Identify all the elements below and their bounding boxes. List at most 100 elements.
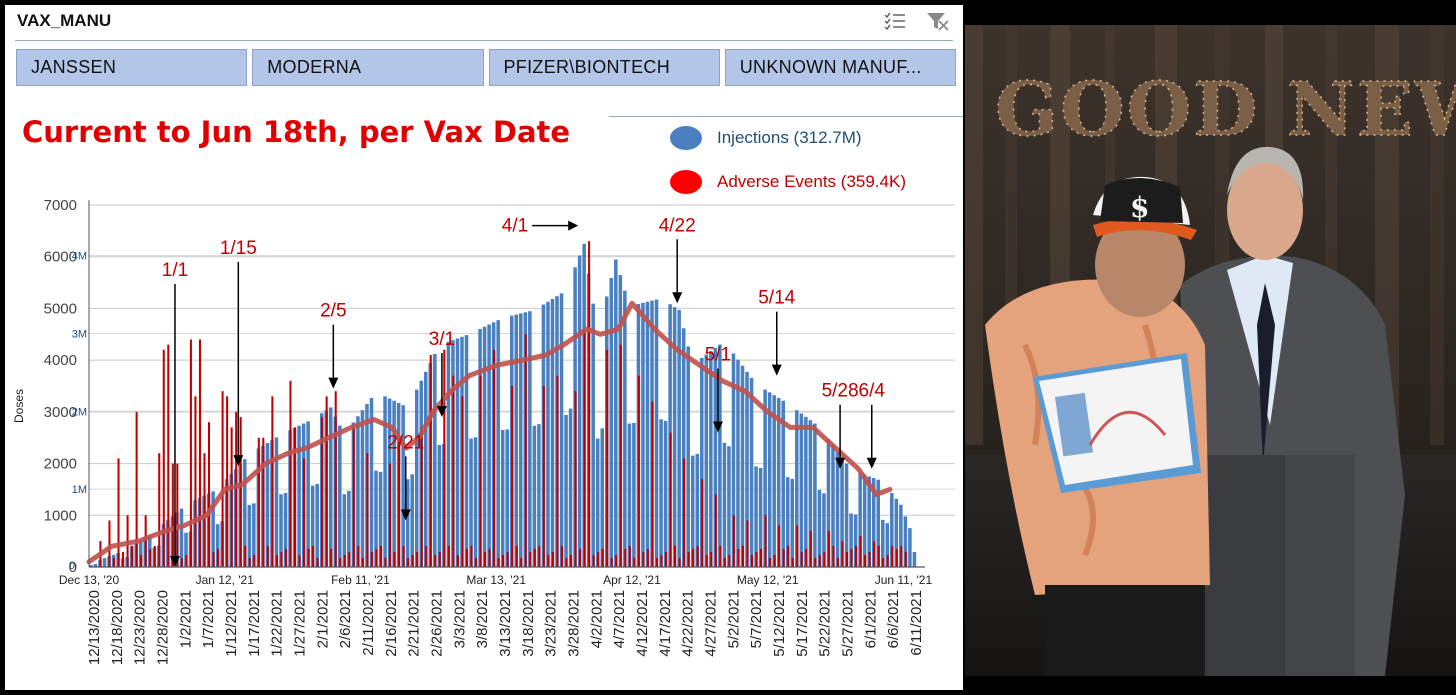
adverse-event-bar [248,557,251,567]
adverse-event-bar [506,551,509,567]
adverse-event-bar [674,545,677,567]
adverse-event-bar [488,548,491,567]
adverse-event-bar [293,427,296,567]
adverse-event-bar [398,437,401,567]
adverse-event-bar [379,545,382,567]
annotation-label: 4/1 [502,216,528,237]
injection-bar [179,508,184,567]
injection-bar [772,395,776,567]
legend-adverse-events[interactable]: Adverse Events (359.4K) [670,170,906,194]
slicer-button-janssen[interactable]: JANSSEN [16,49,248,86]
injection-bar [464,335,469,567]
adverse-event-bar [873,541,876,567]
injection-bar [632,422,636,567]
injection-bar [537,424,541,567]
injection-bar [758,467,763,567]
injection-bar [356,416,360,567]
y-tick-label: 3000 [44,404,77,421]
injection-bar [795,410,799,567]
adverse-event-bar [628,545,631,567]
adverse-event-bar [524,334,527,567]
adverse-event-bar [189,339,192,567]
adverse-event-bar [583,329,586,567]
adverse-event-bar [438,551,441,567]
injection-bar [623,290,627,567]
injection-bar [871,478,876,567]
x-tick-label: 3/13/2021 [497,590,514,657]
injection-bar [867,476,871,567]
legend-adverse-events-label: Adverse Events (359.4K) [717,172,906,191]
injection-bar [437,444,442,567]
legend-injections[interactable]: Injections (312.7M) [670,126,862,150]
adverse-event-bar [592,554,595,567]
date-axis-label: Jun 11, '21 [875,573,933,587]
adverse-event-bar [483,551,487,567]
injection-bar [663,420,668,567]
injection-bar [252,503,256,567]
annotation-arrowhead [866,457,877,469]
adverse-event-bar [759,548,763,567]
injection-bar [564,414,568,567]
adverse-event-bar [112,557,116,567]
injection-bar [446,341,451,567]
adverse-event-bar [882,557,885,567]
adverse-event-bar [868,551,871,567]
injection-bar [731,353,736,567]
adverse-event-bar [461,396,464,567]
adverse-event-bar [565,557,568,567]
x-tick-label: 6/1/2021 [862,590,879,648]
adverse-event-bar [361,557,364,567]
injection-bar [482,326,487,567]
annotation-arrowhead [169,556,180,567]
adverse-event-bar [864,554,867,567]
injection-bar [401,405,405,567]
multi-select-icon[interactable] [883,11,907,31]
x-tick-label: 5/17/2021 [794,590,811,657]
injection-bar [247,504,252,567]
adverse-event-bar [588,241,591,567]
injection-bar [410,474,414,567]
x-tick-label: 12/13/2020 [86,590,103,665]
slicer-button-moderna[interactable]: MODERNA [252,49,484,86]
injection-bar [514,314,519,567]
adverse-event-bar [520,557,523,567]
adverse-event-bar [855,545,858,567]
injection-bar [102,558,107,567]
annotation-arrowhead [400,509,411,521]
adverse-event-bar [416,551,419,567]
x-tick-label: 2/6/2021 [337,590,354,648]
injection-bar [835,451,840,567]
adverse-event-bar [538,545,541,567]
slicer-divider [15,40,953,41]
injection-bar [577,255,582,567]
adverse-event-bar [171,463,174,567]
injection-bar [722,442,727,567]
injection-bar [283,492,288,567]
slicer-button-pfizer[interactable]: PFIZER\BIONTECH [488,49,720,86]
x-tick-label: 6/6/2021 [885,590,902,648]
injection-bar [550,298,555,567]
adverse-event-bar [235,411,238,567]
x-tick-label: 5/2/2021 [725,590,742,648]
adverse-event-bar [312,545,315,567]
slicer-toolbar [883,11,949,31]
y-tick-label: 7000 [44,197,77,214]
slicer-button-unknown[interactable]: UNKNOWN MANUF... [724,49,956,86]
date-axis-label: May 12, '21 [737,573,799,587]
adverse-event-bar [271,396,274,567]
injection-bar [853,514,858,567]
x-tick-label: 2/11/2021 [360,590,377,656]
annotation-arrowhead [835,457,846,469]
injection-bar [595,438,600,567]
adverse-event-bar [701,479,704,567]
injection-bar [374,470,378,567]
adverse-event-bar [719,545,722,567]
injection-bar [528,311,532,567]
x-tick-label: 3/28/2021 [566,590,583,657]
adverse-event-bar [108,520,111,567]
adverse-event-bar [162,349,165,567]
clear-filter-icon[interactable] [925,11,949,31]
injection-bar [93,563,98,567]
injection-bar [718,344,722,567]
injection-bar [243,459,247,567]
